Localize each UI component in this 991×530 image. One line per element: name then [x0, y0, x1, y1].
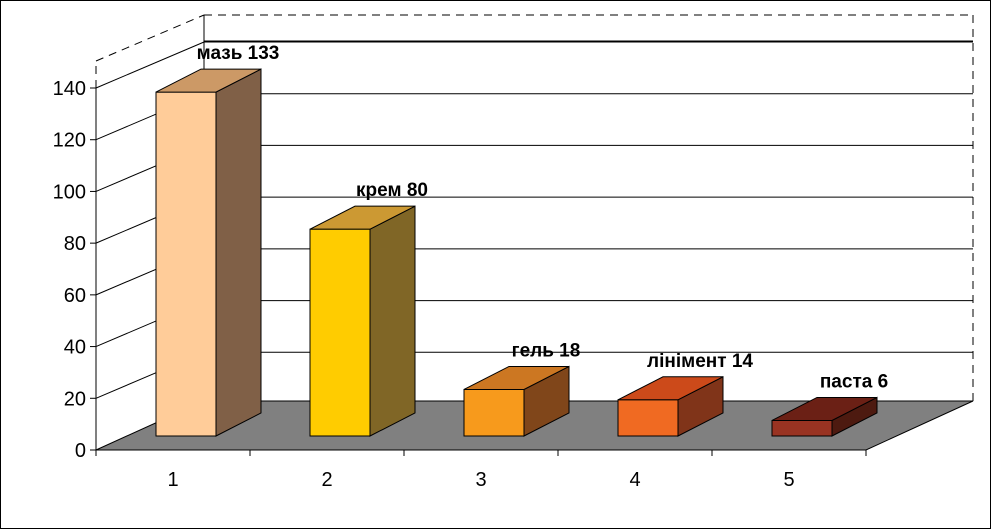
bar-top [771, 396, 878, 421]
x-tick-label: 3 [475, 469, 486, 491]
data-label: паста 6 [820, 371, 888, 392]
gridline-side [95, 41, 205, 89]
bar [155, 68, 262, 437]
bar [771, 396, 878, 437]
bar-top [463, 365, 570, 390]
x-tick-label: 2 [321, 469, 332, 491]
y-tick-label: 120 [53, 130, 86, 152]
bar-top [155, 68, 262, 93]
bar-side [215, 68, 262, 437]
data-label: мазь 133 [197, 43, 280, 64]
y-tick-label: 60 [64, 285, 86, 307]
y-tick-label: 100 [53, 181, 86, 203]
bar-side [369, 205, 416, 437]
y-tick-label: 80 [64, 233, 86, 255]
x-tick-label: 5 [783, 469, 794, 491]
labels: мазь 133 крем 80 гель 18 лінімент 14 паста 6 [197, 43, 889, 392]
bar [309, 205, 416, 437]
y-tick-label: 40 [64, 337, 86, 359]
y-tick-label: 140 [53, 78, 86, 100]
bar-front [309, 228, 371, 437]
x-tick-label: 4 [629, 469, 640, 491]
data-label: крем 80 [356, 180, 428, 201]
bar-top [309, 205, 416, 230]
bar-front [771, 419, 833, 437]
bar-front [155, 91, 217, 437]
bar-top [617, 376, 724, 401]
bars [155, 68, 878, 437]
bar [617, 375, 724, 437]
bar [463, 365, 570, 437]
data-label: гель 18 [512, 340, 581, 361]
x-tick-label: 1 [167, 469, 178, 491]
y-tick-label: 0 [75, 440, 86, 462]
axes: 0 20 40 60 80 100 120 140 1 2 3 4 5 [53, 78, 867, 491]
bar-front [463, 388, 525, 437]
bar-front [617, 399, 679, 437]
side-wall-top-edge [95, 14, 205, 62]
data-label: лінімент 14 [647, 351, 753, 372]
y-tick-label: 20 [64, 388, 86, 410]
